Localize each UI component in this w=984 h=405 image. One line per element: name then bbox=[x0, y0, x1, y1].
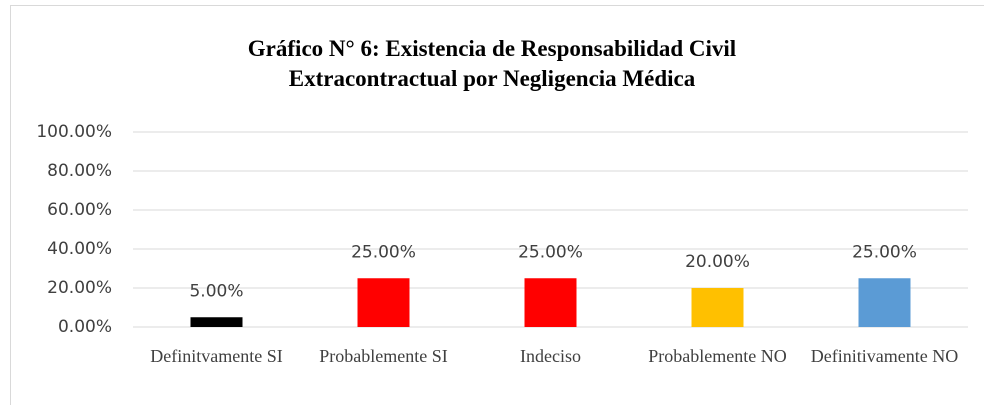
data-label: 25.00% bbox=[852, 242, 917, 262]
chart-border bbox=[10, 5, 984, 405]
y-tick-label: 40.00% bbox=[47, 239, 112, 259]
data-label: 5.00% bbox=[189, 281, 243, 301]
x-tick-label: Indeciso bbox=[520, 346, 581, 366]
data-label: 20.00% bbox=[685, 252, 750, 272]
bar bbox=[357, 278, 410, 327]
bar bbox=[858, 278, 911, 327]
y-tick-label: 0.00% bbox=[58, 317, 112, 337]
data-label: 25.00% bbox=[518, 242, 583, 262]
bar bbox=[691, 288, 744, 327]
y-tick-label: 100.00% bbox=[36, 122, 112, 142]
x-tick-label: Probablemente NO bbox=[648, 346, 787, 366]
y-tick-label: 80.00% bbox=[47, 161, 112, 181]
chart-title: Gráfico N° 6: Existencia de Responsabili… bbox=[247, 36, 737, 91]
x-tick-label: Definitivamente NO bbox=[810, 346, 959, 366]
bar bbox=[190, 317, 243, 327]
bar bbox=[524, 278, 577, 327]
x-tick-label: Probablemente SI bbox=[319, 346, 448, 366]
x-tick-label: Definitvamente SI bbox=[150, 346, 283, 366]
y-tick-label: 20.00% bbox=[47, 278, 112, 298]
y-tick-label: 60.00% bbox=[47, 200, 112, 220]
data-label: 25.00% bbox=[351, 242, 416, 262]
